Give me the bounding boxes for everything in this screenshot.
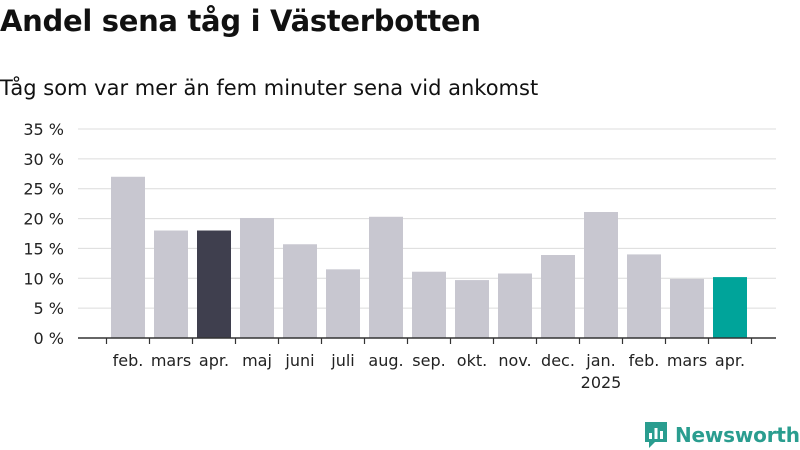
x-tick-label: feb. — [629, 351, 660, 370]
y-tick-label: 15 % — [23, 239, 64, 258]
bar — [154, 230, 188, 338]
bar — [197, 230, 231, 338]
bar — [670, 278, 704, 338]
y-tick-label: 20 % — [23, 210, 64, 229]
x-tick-label: maj — [242, 351, 272, 370]
x-tick-label: okt. — [457, 351, 487, 370]
x-tick-label: juli — [330, 351, 354, 370]
bar — [455, 280, 489, 338]
x-tick-label: dec. — [541, 351, 575, 370]
bar — [584, 212, 618, 338]
y-tick-label: 0 % — [34, 329, 64, 348]
y-tick-label: 10 % — [23, 269, 64, 288]
x-tick-label: nov. — [498, 351, 531, 370]
x-tick-label: jan. — [585, 351, 615, 370]
newsworthy-logo-icon — [645, 422, 667, 448]
y-tick-label: 25 % — [23, 180, 64, 199]
x-tick-label: apr. — [715, 351, 745, 370]
bar — [498, 273, 532, 338]
x-tick-label: mars — [667, 351, 707, 370]
bar — [326, 269, 360, 338]
bar — [240, 217, 274, 338]
x-tick-label: aug. — [368, 351, 403, 370]
x-tick-label: sep. — [412, 351, 445, 370]
x-tick-label: juni — [284, 351, 314, 370]
bar-chart: 0 %5 %10 %15 %20 %25 %30 %35 %feb. mars ap… — [23, 120, 776, 392]
y-tick-label: 30 % — [23, 150, 64, 169]
bar — [111, 176, 145, 338]
bar — [541, 254, 575, 338]
brand-name: Newsworthy — [675, 423, 800, 447]
bar — [713, 277, 747, 338]
x-tick-label: mars — [151, 351, 191, 370]
bar — [369, 216, 403, 338]
bar — [412, 271, 446, 338]
brand-logo: Newsworthy — [643, 420, 800, 450]
x-tick-label: feb. — [113, 351, 144, 370]
y-tick-label: 35 % — [23, 120, 64, 139]
x-year-label: 2025 — [581, 373, 622, 392]
chart-title: Andel sena tåg i Västerbotten — [0, 4, 481, 38]
chart-subtitle: Tåg som var mer än fem minuter sena vid … — [0, 76, 539, 100]
y-tick-label: 5 % — [34, 299, 64, 318]
bar — [283, 244, 317, 338]
x-tick-label: apr. — [199, 351, 229, 370]
bar — [627, 254, 661, 338]
